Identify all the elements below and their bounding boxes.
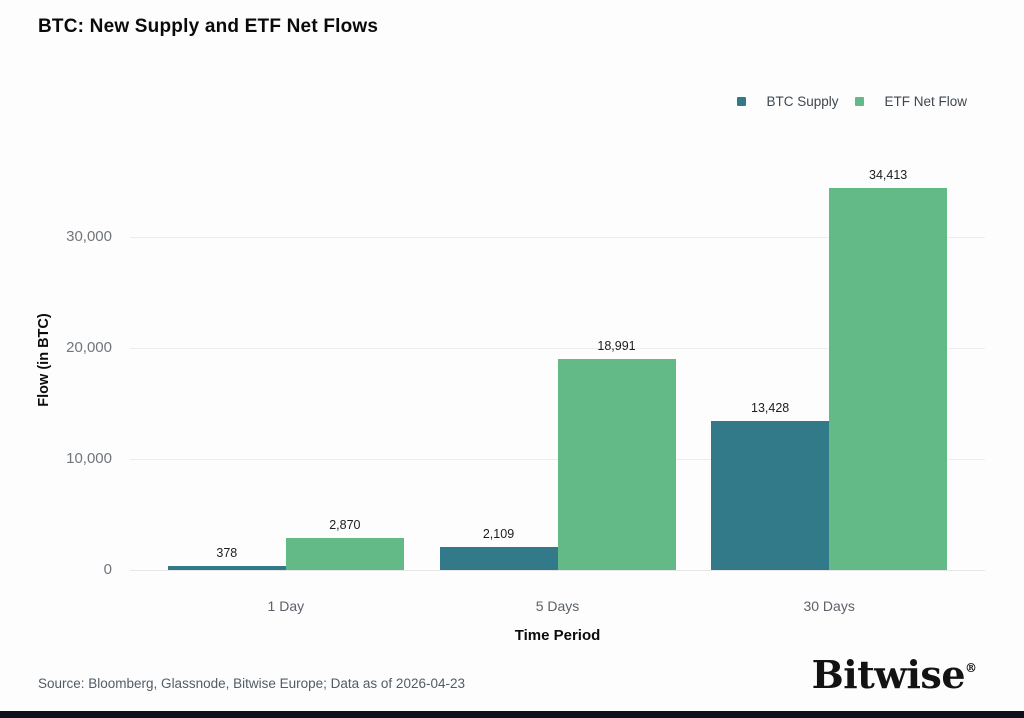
legend-item: BTC Supply: [737, 94, 838, 109]
bar-value-label: 2,109: [482, 526, 515, 541]
gridline: [130, 570, 985, 571]
bottom-bar: [0, 711, 1024, 718]
bar-value-label: 378: [216, 545, 238, 560]
bar-value-label: 34,413: [869, 168, 908, 183]
x-axis-title: Time Period: [514, 627, 601, 644]
registered-mark: ®: [965, 661, 977, 676]
chart-title: BTC: New Supply and ETF Net Flows: [38, 16, 379, 37]
legend-item: ETF Net Flow: [855, 94, 967, 109]
bar-btc-supply: [711, 420, 830, 570]
legend-label: BTC Supply: [766, 93, 839, 109]
bar-value-label: 2,870: [329, 518, 361, 533]
bar-btc-supply: [439, 546, 558, 570]
btc-supply-swatch: [737, 96, 747, 106]
gridline: [130, 237, 985, 239]
gridline: [130, 348, 985, 349]
y-axis-tick-label: 20,000: [66, 339, 112, 356]
y-axis-tick-label: 10,000: [66, 450, 112, 467]
x-axis-category-label: 30 Days: [803, 598, 855, 614]
bar-etf-net-flow: [557, 359, 676, 570]
y-axis-tick-label: 30,000: [66, 228, 112, 246]
x-axis-category-label: 1 Day: [267, 598, 305, 614]
bar-etf-net-flow: [285, 538, 404, 570]
y-axis-tick-label: 0: [103, 561, 112, 578]
x-axis-category-label: 5 Days: [535, 598, 580, 614]
legend-label: ETF Net Flow: [884, 93, 967, 109]
bar-value-label: 18,991: [597, 339, 636, 354]
bar-value-label: 13,428: [751, 400, 790, 415]
bar-etf-net-flow: [829, 188, 948, 570]
logo-text: Bitwise: [811, 652, 966, 697]
legend: BTC Supply ETF Net Flow: [737, 92, 967, 110]
etf-net-flow-swatch: [855, 96, 865, 106]
plot-area: 378 2,870 1 Day 2,109 18,991 5 Days 13,428 34,4…: [130, 150, 985, 614]
bitwise-logo: Bitwise®: [812, 652, 977, 698]
bar-btc-supply: [167, 565, 286, 570]
source-note: Source: Bloomberg, Glassnode, Bitwise Eu…: [38, 676, 465, 691]
y-axis-ticks: 0 10,000 20,000 30,000: [0, 150, 112, 578]
